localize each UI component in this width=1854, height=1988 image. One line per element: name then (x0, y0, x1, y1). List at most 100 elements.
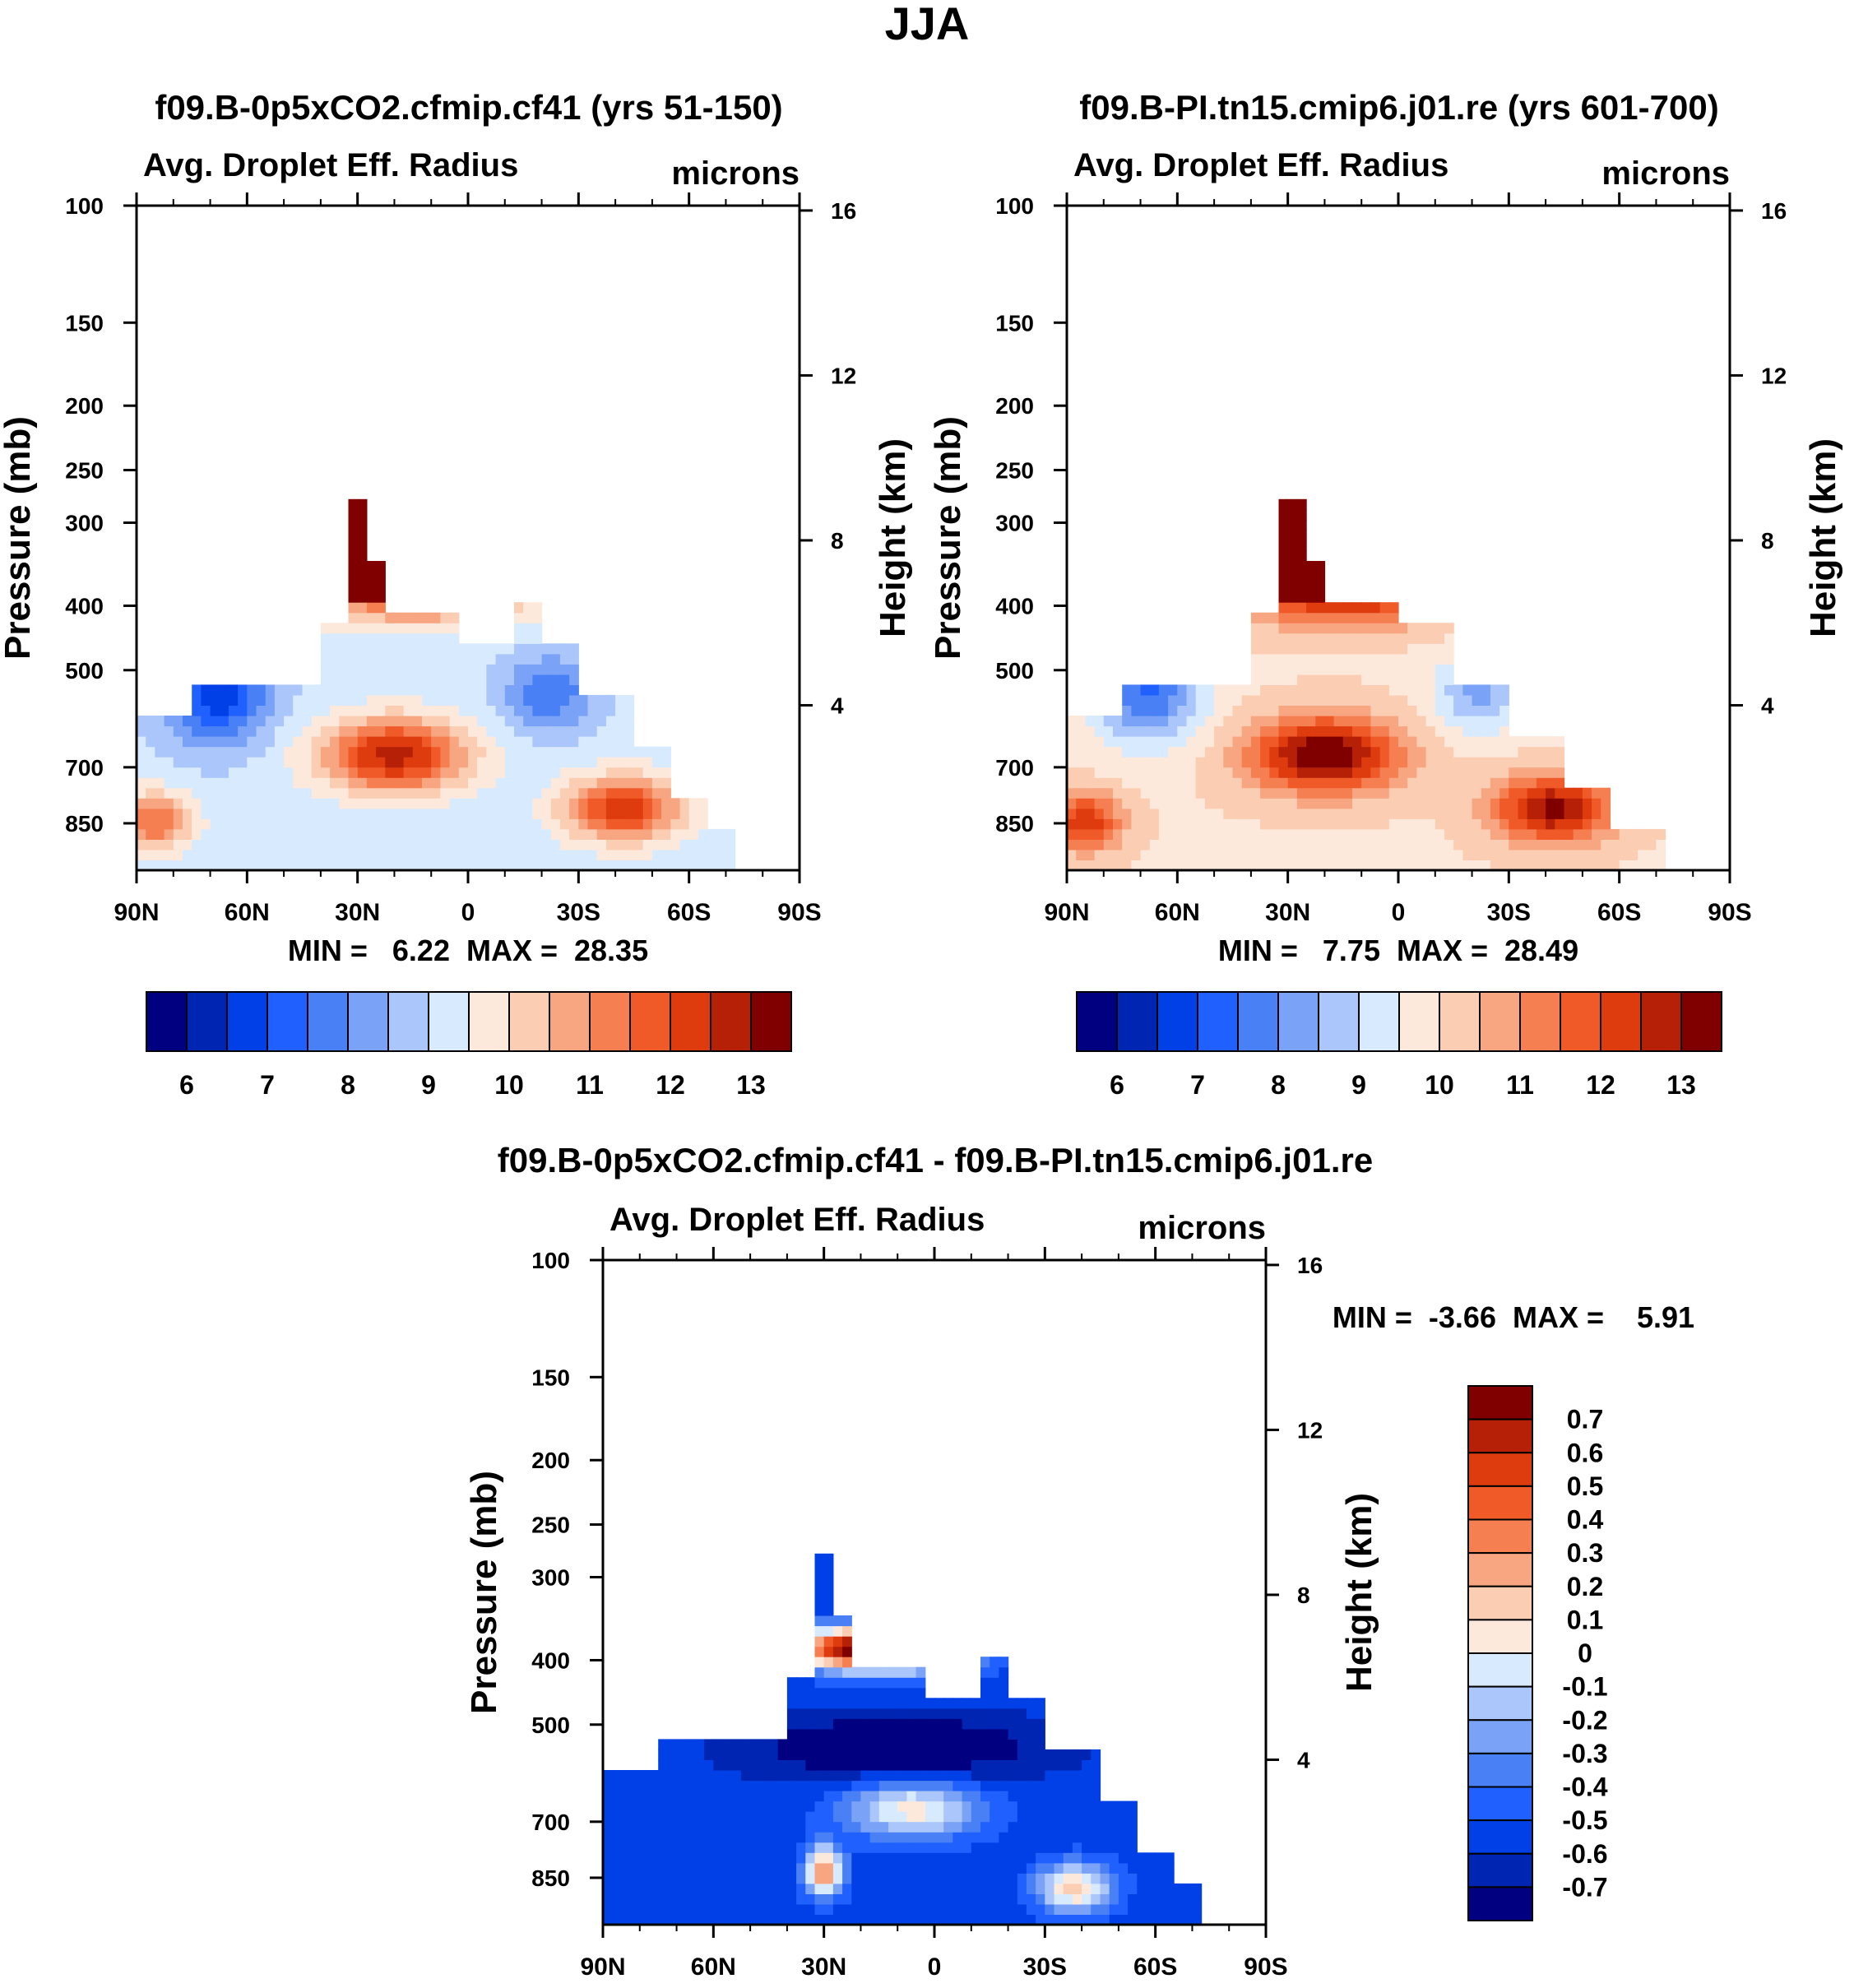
heatmap-cell (1361, 633, 1371, 644)
heatmap-cell (1149, 705, 1160, 716)
heatmap-cell (559, 849, 570, 860)
heatmap-cell (759, 1770, 770, 1782)
heatmap-cell (1416, 694, 1427, 706)
right-tick-label: 8 (1761, 528, 1774, 554)
heatmap-cell (897, 1770, 907, 1782)
heatmap-cell (1045, 1821, 1055, 1833)
heatmap-cell (615, 767, 625, 778)
heatmap-cell (1026, 1749, 1036, 1760)
heatmap-cell (311, 777, 322, 789)
heatmap-cell (339, 767, 350, 778)
heatmap-cell (869, 1739, 880, 1750)
heatmap-cell (1131, 757, 1142, 768)
heatmap-cell (1195, 716, 1206, 727)
heatmap-cell (1017, 1893, 1027, 1905)
heatmap-cell (1214, 694, 1224, 706)
heatmap-cell (943, 1791, 953, 1802)
heatmap-cell (385, 716, 396, 727)
right-tick-label: 8 (1297, 1583, 1310, 1608)
heatmap-cell (1067, 746, 1077, 758)
colorbar-label: -0.6 (1562, 1839, 1607, 1869)
heatmap-cell (440, 716, 451, 727)
heatmap-cell (1076, 767, 1086, 778)
heatmap-cell (1425, 808, 1436, 819)
colorbar-label: 9 (1351, 1070, 1366, 1100)
heatmap-cell (422, 849, 432, 860)
heatmap-cell (925, 1914, 935, 1925)
heatmap-cell (1342, 828, 1353, 840)
heatmap-cell (630, 1852, 641, 1864)
heatmap-cell (1315, 757, 1326, 768)
heatmap-cell (615, 694, 625, 706)
heatmap-cell (1527, 860, 1537, 871)
heatmap-cell (1398, 674, 1408, 685)
heatmap-cell (980, 1800, 990, 1812)
heatmap-cell (943, 1811, 953, 1823)
heatmap-cell (1103, 725, 1114, 737)
heatmap-cell (146, 798, 155, 809)
heatmap-cell (842, 1800, 852, 1812)
heatmap-cell (1118, 1842, 1129, 1853)
heatmap-cell (1045, 1832, 1055, 1843)
heatmap-cell (449, 757, 460, 768)
heatmap-cell (716, 849, 727, 860)
heatmap-cell (851, 1739, 862, 1750)
heatmap-cell (888, 1687, 898, 1698)
heatmap-cell (1287, 550, 1298, 562)
heatmap-cell (925, 1770, 935, 1782)
heatmap-cell (1462, 725, 1473, 737)
heatmap-cell (1388, 643, 1399, 655)
heatmap-cell (394, 653, 405, 665)
heatmap-cell (1177, 798, 1188, 809)
heatmap-cell (523, 612, 533, 623)
x-tick-label: 0 (928, 1953, 942, 1981)
heatmap-cell (642, 757, 653, 768)
heatmap-cell (1306, 633, 1316, 644)
heatmap-cell (569, 694, 579, 706)
heatmap-cell (265, 849, 276, 860)
heatmap-cell (667, 1770, 678, 1782)
heatmap-cell (366, 694, 377, 706)
heatmap-cell (495, 725, 506, 737)
heatmap-cell (1113, 777, 1123, 789)
heatmap-cell (403, 798, 414, 809)
heatmap-cell (210, 839, 220, 850)
heatmap-cell (1333, 623, 1344, 634)
heatmap-cell (1370, 643, 1381, 655)
heatmap-cell (716, 860, 727, 871)
heatmap-cell (1113, 798, 1123, 809)
heatmap-cell (1481, 818, 1491, 830)
heatmap-cell (740, 1821, 751, 1833)
heatmap-cell (1082, 1780, 1092, 1791)
heatmap-cell (422, 716, 432, 727)
heatmap-cell (1094, 777, 1105, 789)
heatmap-cell (366, 818, 377, 830)
heatmap-cell (1407, 808, 1417, 819)
heatmap-cell (1063, 1842, 1073, 1853)
heatmap-cell (284, 705, 294, 716)
heatmap-cell (832, 1666, 843, 1678)
heatmap-cell (486, 674, 497, 685)
heatmap-cell (1342, 684, 1353, 696)
heatmap-cell (366, 582, 377, 593)
heatmap-cell (1045, 1903, 1055, 1915)
heatmap-cell (621, 1780, 632, 1791)
heatmap-cell (320, 808, 331, 819)
heatmap-cell (1223, 694, 1234, 706)
heatmap-cell (1232, 849, 1243, 860)
heatmap-cell (320, 746, 331, 758)
heatmap-cell (569, 716, 579, 727)
heatmap-cell (219, 849, 229, 860)
heatmap-cell (495, 716, 506, 727)
heatmap-cell (357, 643, 368, 655)
heatmap-cell (768, 1883, 779, 1894)
heatmap-cell (925, 1903, 935, 1915)
heatmap-cell (1287, 519, 1298, 531)
heatmap-cell (559, 839, 570, 850)
heatmap-cell (1063, 1811, 1073, 1823)
heatmap-cell (578, 705, 589, 716)
heatmap-cell (173, 736, 183, 748)
right-axis-label: Height (km) (1339, 1493, 1379, 1692)
heatmap-cell (440, 736, 451, 748)
heatmap-cell (1416, 818, 1427, 830)
